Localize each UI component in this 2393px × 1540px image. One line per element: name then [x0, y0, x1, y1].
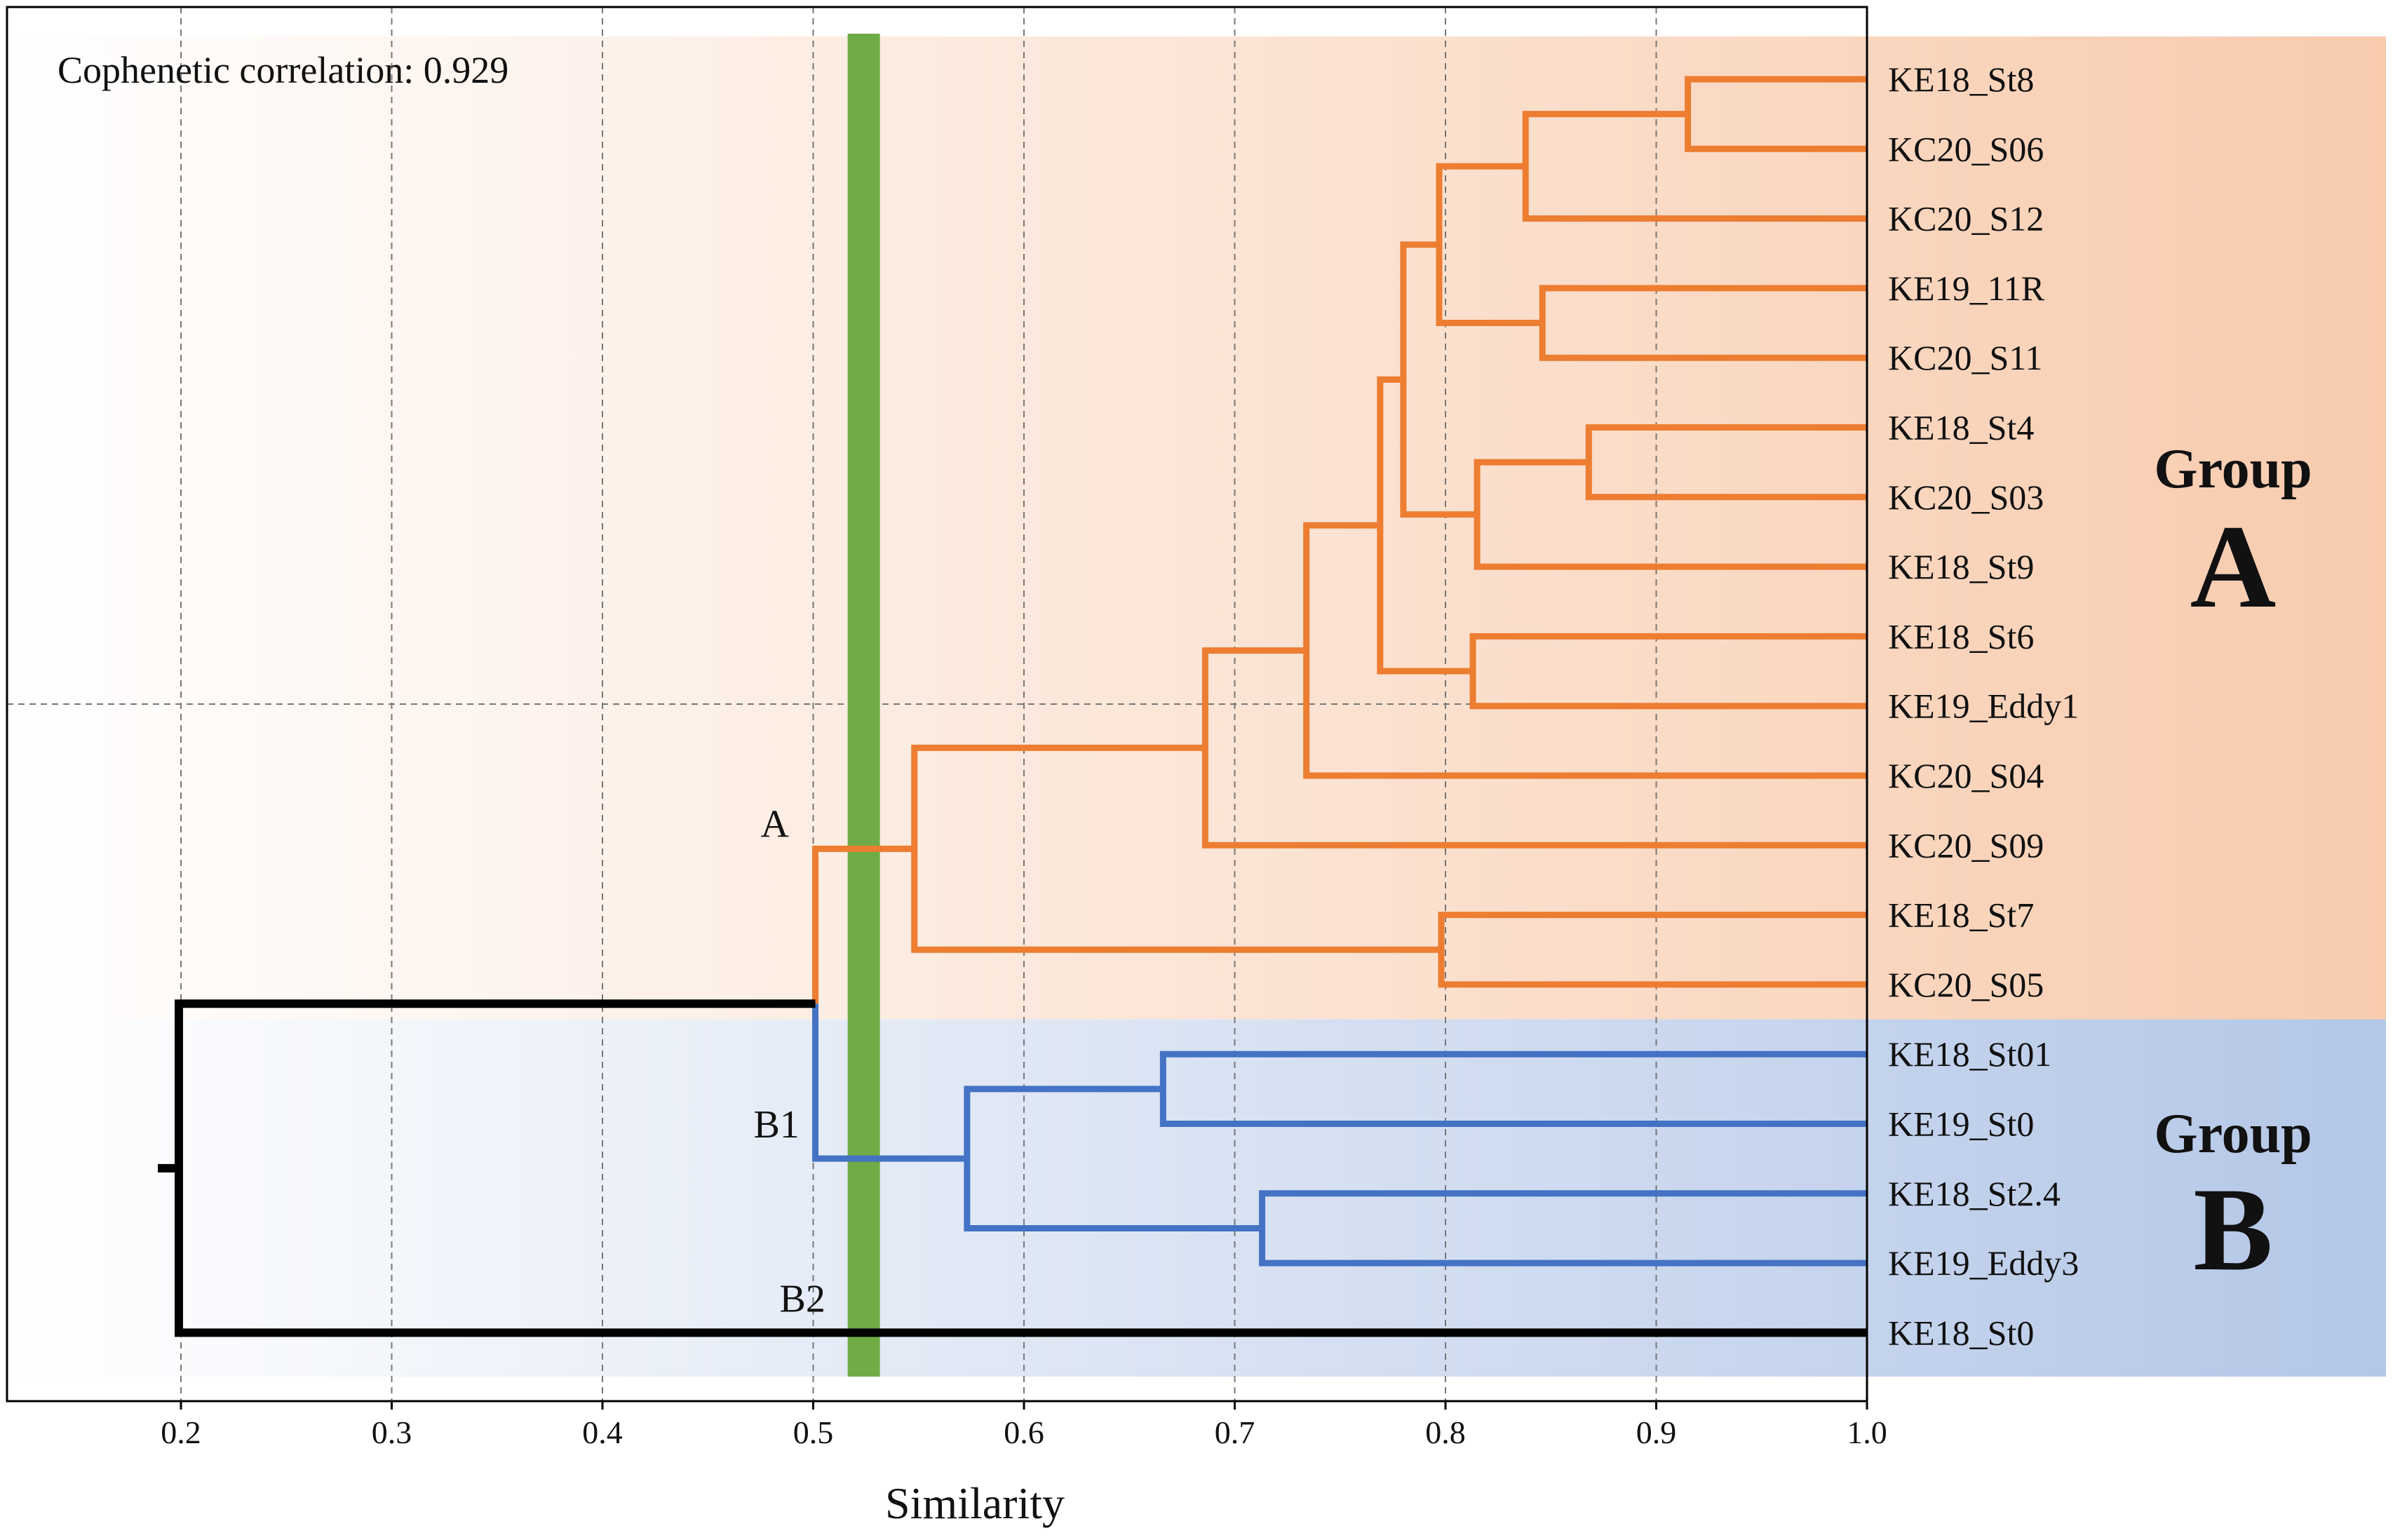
x-axis-title: Similarity: [885, 1478, 1065, 1528]
group-b-band: [8, 1019, 2386, 1377]
x-tick-label: 0.5: [793, 1414, 834, 1450]
group-letter: B: [2193, 1163, 2272, 1295]
leaf-label: KE19_Eddy3: [1888, 1243, 2079, 1283]
leaf-label: KE19_St0: [1888, 1105, 2034, 1144]
leaf-label: KE18_St6: [1888, 616, 2034, 656]
cophenetic-annotation: Cophenetic correlation: 0.929: [58, 49, 508, 91]
leaf-label: KC20_S09: [1888, 825, 2044, 865]
leaf-label: KE18_St2.4: [1888, 1174, 2061, 1213]
branch-n4: [1436, 163, 1543, 327]
group-a-band: [8, 36, 2386, 1020]
x-tick-label: 0.8: [1425, 1414, 1466, 1450]
plot-frame: [6, 6, 1868, 1403]
x-tick-label: 0.6: [1004, 1414, 1044, 1450]
group-bands: [8, 36, 2386, 1377]
group-letter: A: [2190, 501, 2277, 633]
x-tick-label: 0.4: [582, 1414, 623, 1450]
x-tick-label: 0.3: [372, 1414, 412, 1450]
leaf-label: KE18_St0: [1888, 1313, 2034, 1352]
cluster-label: B2: [780, 1277, 825, 1321]
cluster-label: A: [761, 802, 790, 846]
leaf-label: KE18_St7: [1888, 896, 2034, 935]
cut-line: [847, 34, 880, 1377]
leaf-label: KC20_S12: [1888, 199, 2044, 238]
cluster-labels: A B1 B2: [754, 802, 825, 1321]
leaf-label: KE18_St9: [1888, 547, 2034, 586]
leaf-label: KE18_St01: [1888, 1034, 2051, 1074]
leaf-label: KC20_S06: [1888, 129, 2044, 168]
cut-line-layer: [847, 34, 880, 1377]
x-tick-label: 0.9: [1636, 1414, 1677, 1450]
x-tick-label: 0.7: [1215, 1414, 1255, 1450]
branch-n17-lower: [812, 1004, 967, 1162]
cluster-label: B1: [754, 1103, 800, 1147]
group-word: Group: [2154, 438, 2312, 500]
leaf-label: KE19_Eddy1: [1888, 687, 2079, 726]
leaf-label: KC20_S03: [1888, 478, 2044, 517]
group-word: Group: [2154, 1103, 2312, 1165]
leaf-label: KC20_S05: [1888, 965, 2044, 1004]
dendrogram-branches: [157, 76, 1867, 1337]
branch-n17-upper: [812, 845, 915, 1004]
leaf-label: KE18_St8: [1888, 60, 2034, 99]
plot-border: [6, 6, 1868, 1403]
leaf-label: KE18_St4: [1888, 408, 2034, 447]
x-axis-ticks: 0.2 0.3 0.4 0.5 0.6 0.7 0.8 0.9 1.0: [161, 1401, 1887, 1450]
leaf-label: KE19_11R: [1888, 269, 2045, 308]
x-tick-label: 0.2: [161, 1414, 201, 1450]
leaf-labels: KE18_St8 KC20_S06 KC20_S12 KE19_11R KC20_S11…: [1888, 60, 2079, 1352]
x-tick-label: 1.0: [1847, 1414, 1887, 1450]
leaf-label: KC20_S04: [1888, 756, 2044, 795]
leaf-label: KC20_S11: [1888, 338, 2042, 377]
